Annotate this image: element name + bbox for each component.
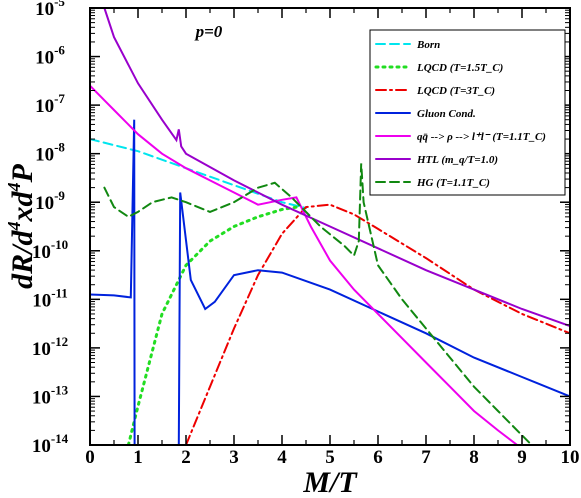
axis-ticks bbox=[89, 7, 571, 446]
legend-label-2: LQCD (T=3T_C) bbox=[416, 85, 495, 97]
y-tick-label: 10-5 bbox=[35, 0, 65, 20]
y-tick-label: 10-9 bbox=[35, 188, 65, 214]
y-tick-label: 10-12 bbox=[32, 334, 68, 360]
x-axis-title: M/T bbox=[302, 466, 358, 498]
series-line-2 bbox=[185, 203, 570, 445]
x-tick-label: 9 bbox=[517, 447, 527, 468]
x-tick-label: 0 bbox=[85, 447, 95, 468]
legend-label-6: HG (T=1.1T_C) bbox=[416, 177, 490, 189]
series-layer bbox=[90, 8, 570, 445]
series-line-6 bbox=[103, 163, 533, 445]
legend-label-0: Born bbox=[416, 39, 440, 51]
x-tick-label: 10 bbox=[561, 447, 580, 468]
series-line-0 bbox=[90, 138, 307, 209]
x-tick-label: 3 bbox=[229, 447, 239, 468]
x-tick-label: 1 bbox=[133, 447, 143, 468]
series-line-3 bbox=[90, 119, 570, 445]
y-tick-label: 10-13 bbox=[32, 382, 69, 408]
tick-labels: 0 1 2 3 4 5 6 7 8 9 1010-1410-1310-1210-1110-1010-… bbox=[32, 0, 580, 468]
x-tick-label: 6 bbox=[373, 447, 383, 468]
y-tick-label: 10-6 bbox=[35, 43, 65, 69]
x-tick-label: 5 bbox=[325, 447, 335, 468]
x-tick-label: 2 bbox=[181, 447, 191, 468]
y-tick-label: 10-7 bbox=[35, 91, 65, 117]
legend-label-5: HTL (m_q/T=1.0) bbox=[416, 154, 498, 166]
legend-label-1: LQCD (T=1.5T_C) bbox=[416, 62, 503, 74]
y-tick-label: 10-8 bbox=[35, 140, 65, 166]
legend-label-3: Gluon Cond. bbox=[417, 108, 476, 120]
legend: Born LQCD (T=1.5T_C) LQCD (T=3T_C) Gluon Co… bbox=[369, 29, 566, 196]
y-tick-label: 10-14 bbox=[32, 431, 69, 457]
x-tick-label: 4 bbox=[277, 447, 287, 468]
x-tick-label: 7 bbox=[421, 447, 431, 468]
series-line-5 bbox=[103, 8, 570, 327]
series-line-1 bbox=[126, 205, 298, 445]
series-line-4 bbox=[90, 84, 519, 445]
legend-label-4: qq̄ --> ρ --> l⁺l⁻ (T=1.1T_C) bbox=[417, 131, 546, 143]
x-tick-label: 8 bbox=[469, 447, 479, 468]
y-axis-title: dR/d4xd4P bbox=[4, 163, 39, 288]
annotation-p0: p=0 bbox=[194, 22, 223, 41]
